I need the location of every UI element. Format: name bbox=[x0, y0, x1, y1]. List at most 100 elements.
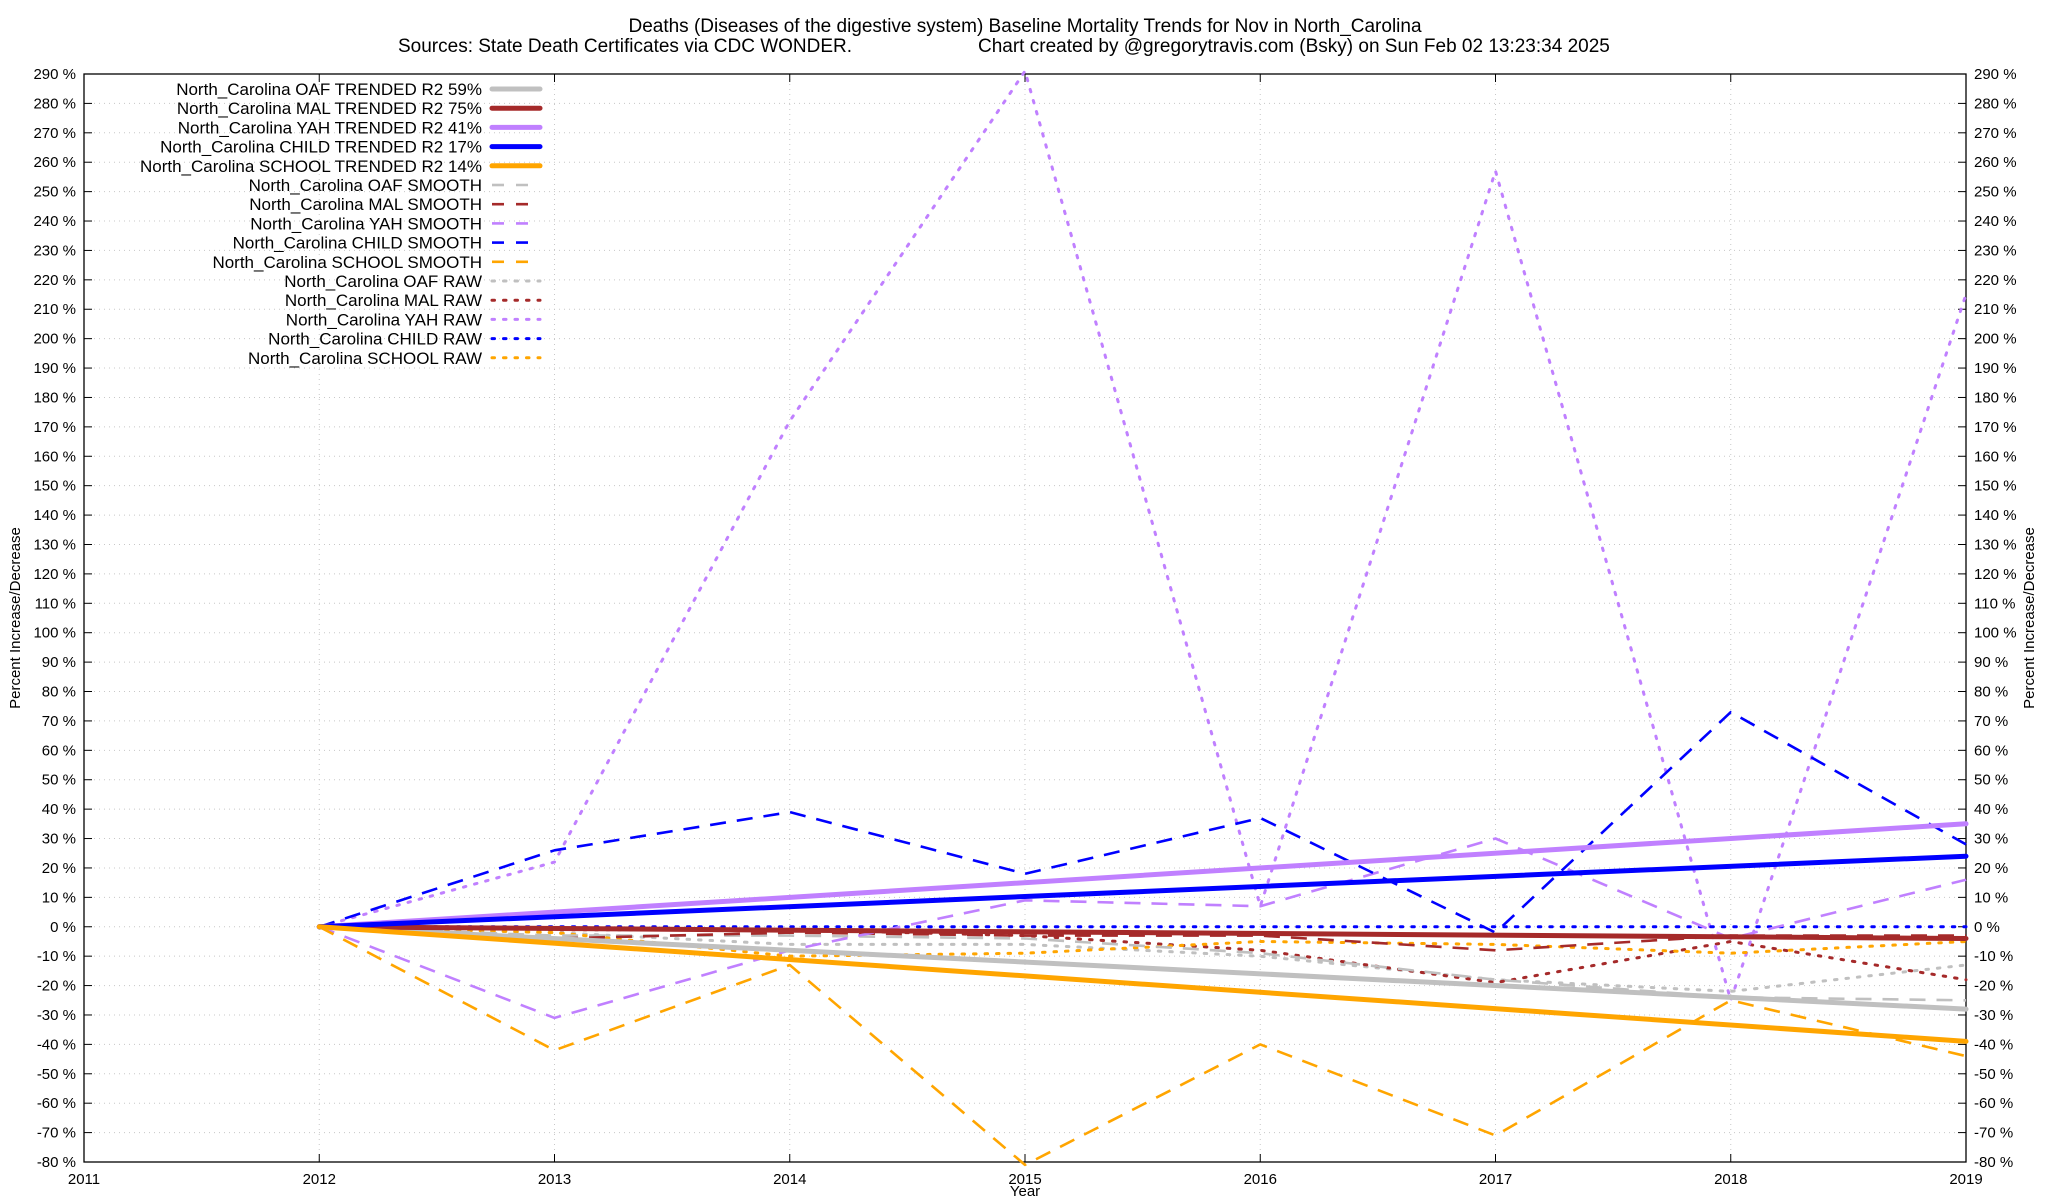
y-tick-label-left: 90 % bbox=[42, 654, 76, 671]
y-tick-label-left: 170 % bbox=[33, 419, 76, 436]
legend-entry-label: North_Carolina CHILD TRENDED R2 17% bbox=[160, 138, 482, 157]
y-tick-label-right: 80 % bbox=[1974, 684, 2008, 701]
y-tick-label-left: 290 % bbox=[33, 66, 76, 83]
y-tick-label-left: 210 % bbox=[33, 301, 76, 318]
y-tick-label-left: 50 % bbox=[42, 772, 76, 789]
y-tick-label-right: 210 % bbox=[1974, 301, 2017, 318]
x-tick-label: 2013 bbox=[538, 1171, 571, 1188]
x-tick-label: 2014 bbox=[773, 1171, 806, 1188]
x-tick-label: 2015 bbox=[1008, 1171, 1041, 1188]
y-tick-label-right: 100 % bbox=[1974, 625, 2017, 642]
x-tick-label: 2012 bbox=[303, 1171, 336, 1188]
y-tick-label-right: 260 % bbox=[1974, 154, 2017, 171]
y-tick-label-left: -80 % bbox=[37, 1154, 76, 1171]
chart-subtitle-credit: Chart created by @gregorytravis.com (Bsk… bbox=[978, 36, 1610, 57]
y-axis-label-left: Percent Increase/Decrease bbox=[7, 527, 24, 709]
y-tick-label-left: 20 % bbox=[42, 860, 76, 877]
y-tick-label-right: 290 % bbox=[1974, 66, 2017, 83]
y-tick-label-left: 160 % bbox=[33, 448, 76, 465]
y-tick-label-right: 40 % bbox=[1974, 801, 2008, 818]
y-tick-label-left: 280 % bbox=[33, 95, 76, 112]
y-tick-label-left: -70 % bbox=[37, 1125, 76, 1142]
y-tick-label-left: 70 % bbox=[42, 713, 76, 730]
legend-entry-label: North_Carolina MAL TRENDED R2 75% bbox=[177, 99, 482, 118]
y-tick-label-left: -20 % bbox=[37, 978, 76, 995]
y-tick-label-right: 10 % bbox=[1974, 889, 2008, 906]
y-tick-label-left: 120 % bbox=[33, 566, 76, 583]
y-tick-label-right: 20 % bbox=[1974, 860, 2008, 877]
y-tick-label-left: 140 % bbox=[33, 507, 76, 524]
y-tick-label-right: -50 % bbox=[1974, 1066, 2013, 1083]
x-tick-label: 2017 bbox=[1479, 1171, 1512, 1188]
y-tick-label-left: 230 % bbox=[33, 242, 76, 259]
y-tick-label-right: 250 % bbox=[1974, 184, 2017, 201]
legend: North_Carolina OAF TRENDED R2 59%North_C… bbox=[140, 80, 543, 368]
legend-entry-label: North_Carolina YAH SMOOTH bbox=[250, 214, 482, 233]
x-tick-label: 2011 bbox=[68, 1171, 100, 1188]
series-line-north-carolina-child-trended-r2-17 bbox=[316, 853, 1969, 930]
legend-entry-label: North_Carolina SCHOOL TRENDED R2 14% bbox=[140, 157, 482, 176]
y-tick-label-left: 150 % bbox=[33, 478, 76, 495]
x-tick-label: 2018 bbox=[1714, 1171, 1747, 1188]
legend-entry-label: North_Carolina MAL SMOOTH bbox=[249, 195, 482, 214]
y-tick-label-right: 0 % bbox=[1974, 919, 2000, 936]
series-line-north-carolina-yah-trended-r2-41 bbox=[316, 821, 1969, 930]
series-line-north-carolina-oaf-trended-r2-59 bbox=[316, 924, 1969, 1012]
y-tick-label-right: 110 % bbox=[1974, 595, 2015, 612]
y-tick-label-left: 270 % bbox=[33, 125, 76, 142]
chart-title: Deaths (Diseases of the digestive system… bbox=[628, 16, 1421, 37]
y-tick-label-right: 220 % bbox=[1974, 272, 2017, 289]
y-tick-label-right: 160 % bbox=[1974, 448, 2017, 465]
y-tick-label-left: -50 % bbox=[37, 1066, 76, 1083]
legend-entry-label: North_Carolina OAF SMOOTH bbox=[249, 176, 482, 195]
x-axis-label: Year bbox=[1010, 1183, 1040, 1200]
y-tick-label-right: 200 % bbox=[1974, 331, 2017, 348]
legend-entry-label: North_Carolina OAF TRENDED R2 59% bbox=[176, 80, 482, 99]
chart-subtitle-source: Sources: State Death Certificates via CD… bbox=[398, 36, 852, 57]
series-group bbox=[316, 69, 1969, 1167]
legend-entry-label: North_Carolina CHILD RAW bbox=[268, 330, 482, 349]
y-tick-label-right: 30 % bbox=[1974, 831, 2008, 848]
legend-entry-label: North_Carolina OAF RAW bbox=[284, 272, 482, 291]
y-tick-label-left: 180 % bbox=[33, 389, 76, 406]
y-tick-label-left: 260 % bbox=[33, 154, 76, 171]
y-tick-label-right: 60 % bbox=[1974, 742, 2008, 759]
y-tick-label-left: 80 % bbox=[42, 684, 76, 701]
legend-entry-label: North_Carolina YAH TRENDED R2 41% bbox=[178, 118, 482, 137]
y-tick-label-left: -40 % bbox=[37, 1036, 76, 1053]
legend-entry-label: North_Carolina CHILD SMOOTH bbox=[233, 234, 482, 253]
y-tick-label-left: 220 % bbox=[33, 272, 76, 289]
y-tick-label-right: 230 % bbox=[1974, 242, 2017, 259]
series-line-north-carolina-yah-raw bbox=[317, 69, 1968, 1002]
y-tick-label-right: -10 % bbox=[1974, 948, 2013, 965]
y-tick-label-left: 60 % bbox=[42, 742, 76, 759]
y-tick-label-right: 240 % bbox=[1974, 213, 2017, 230]
y-ticks: -80 % -80 % -70 % -70 % -60 % -60 % -50 % -50 %… bbox=[33, 66, 2016, 1171]
series-line-north-carolina-mal-smooth bbox=[319, 925, 1966, 952]
y-tick-label-left: -30 % bbox=[37, 1007, 76, 1024]
y-axis-label-right: Percent Increase/Decrease bbox=[2021, 527, 2038, 709]
y-tick-label-right: 140 % bbox=[1974, 507, 2017, 524]
series-line-north-carolina-school-smooth bbox=[318, 925, 1967, 1167]
series-line-north-carolina-oaf-smooth bbox=[319, 925, 1967, 1002]
y-tick-label-right: -70 % bbox=[1974, 1125, 2013, 1142]
y-tick-label-right: 190 % bbox=[1974, 360, 2017, 377]
y-tick-label-right: 130 % bbox=[1974, 536, 2017, 553]
y-tick-label-left: -10 % bbox=[37, 948, 76, 965]
y-tick-label-left: 250 % bbox=[33, 184, 76, 201]
y-tick-label-left: 40 % bbox=[42, 801, 76, 818]
y-tick-label-left: 200 % bbox=[33, 331, 76, 348]
y-tick-label-right: 280 % bbox=[1974, 95, 2017, 112]
y-tick-label-left: 240 % bbox=[33, 213, 76, 230]
y-tick-label-right: 120 % bbox=[1974, 566, 2017, 583]
series-line-north-carolina-school-trended-r2-14 bbox=[316, 924, 1969, 1044]
y-tick-label-right: 90 % bbox=[1974, 654, 2008, 671]
y-tick-label-right: -80 % bbox=[1974, 1154, 2013, 1171]
y-tick-label-right: 50 % bbox=[1974, 772, 2008, 789]
y-tick-label-right: 150 % bbox=[1974, 478, 2017, 495]
y-tick-label-right: 70 % bbox=[1974, 713, 2008, 730]
legend-entry-label: North_Carolina MAL RAW bbox=[285, 291, 482, 310]
legend-entry-label: North_Carolina SCHOOL RAW bbox=[248, 349, 482, 368]
y-tick-label-left: 100 % bbox=[33, 625, 76, 642]
